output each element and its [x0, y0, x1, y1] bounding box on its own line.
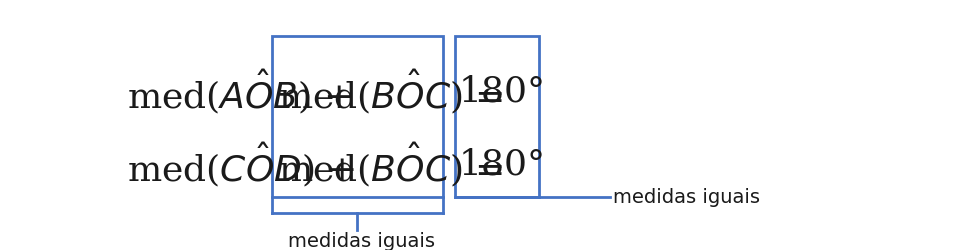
Text: med($\mathit{C\hat{O}D}$) +: med($\mathit{C\hat{O}D}$) + [127, 141, 355, 189]
Text: med($\mathit{A\hat{O}B}$) +: med($\mathit{A\hat{O}B}$) + [127, 68, 352, 116]
Text: medidas iguais: medidas iguais [287, 232, 435, 250]
Text: 180°: 180° [459, 74, 546, 108]
Text: 180°: 180° [459, 148, 546, 182]
Text: med($\mathit{B\hat{O}C}$) =: med($\mathit{B\hat{O}C}$) = [278, 68, 503, 116]
Bar [272, 36, 443, 198]
Bar [455, 36, 539, 198]
Text: medidas iguais: medidas iguais [613, 188, 761, 207]
Text: med($\mathit{B\hat{O}C}$) =: med($\mathit{B\hat{O}C}$) = [278, 141, 503, 189]
